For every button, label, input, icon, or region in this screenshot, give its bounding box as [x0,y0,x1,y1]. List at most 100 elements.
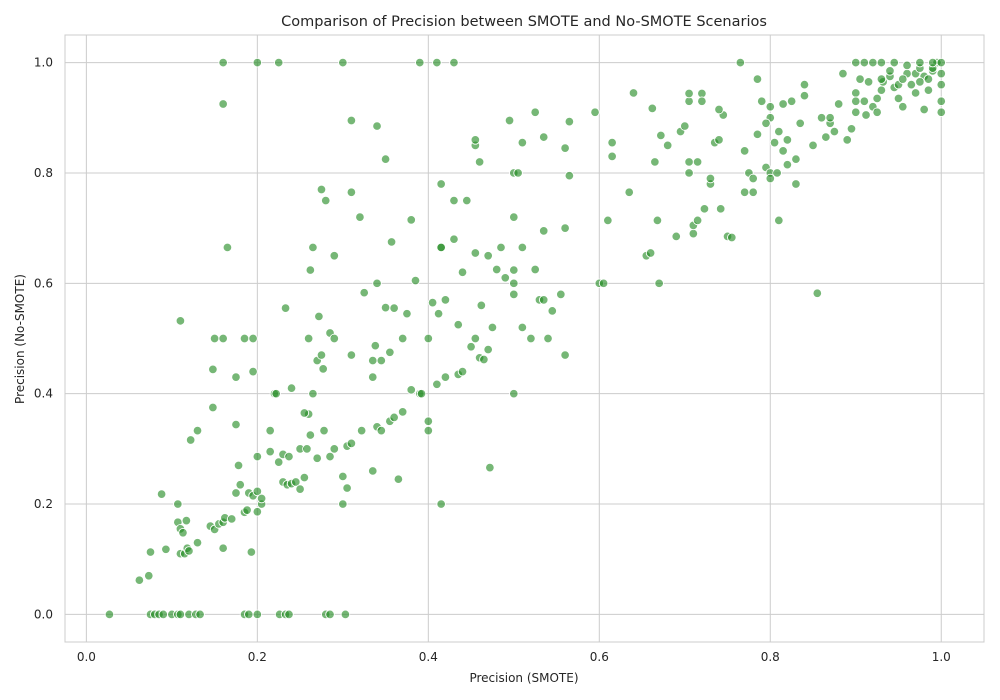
data-point [372,278,382,289]
data-point [868,57,878,68]
data-point [699,204,710,214]
x-tick-label: 0.4 [419,650,438,664]
data-point [769,137,780,148]
data-point [462,195,472,206]
chart-title: Comparison of Precision between SMOTE an… [281,14,767,30]
data-point [319,425,329,436]
y-tick-label: 0.0 [34,607,53,621]
data-point [246,547,257,557]
data-point [305,430,316,440]
data-point [851,96,861,106]
data-point [936,107,947,117]
data-point [346,350,357,360]
data-point [104,609,115,620]
data-point [380,302,391,313]
data-point [538,226,549,236]
data-point [821,132,831,142]
data-point [305,265,316,275]
data-point [688,228,699,239]
data-point [244,609,254,620]
data-point [393,474,404,484]
data-point [851,107,861,117]
data-point [449,195,459,206]
data-point [876,74,887,84]
data-point [560,350,570,360]
data-point [772,168,782,178]
data-point [415,57,425,68]
data-point [692,157,703,167]
data-point [299,472,310,483]
data-point [697,96,707,106]
data-point [239,333,250,344]
data-point [302,444,312,454]
data-point [406,215,416,225]
data-point [547,306,558,316]
data-point [485,462,495,473]
data-point [923,85,934,95]
data-point [181,515,192,526]
data-point [252,507,263,517]
data-point [859,96,870,106]
y-axis-title: Precision (No-SMOTE) [13,274,27,404]
data-point [906,79,917,90]
data-point [457,366,468,377]
data-point [927,57,938,68]
data-point [936,68,947,79]
data-point [318,364,328,374]
data-point [538,295,549,305]
data-point [543,333,553,344]
data-point [517,242,528,253]
data-point [218,333,228,344]
data-point [416,388,427,399]
data-point [889,57,899,68]
data-point [432,379,442,390]
data-point [748,187,758,198]
data-point [218,99,228,109]
data-point [248,333,258,344]
data-point [231,419,241,430]
x-tick-label: 0.2 [248,650,267,664]
data-point [175,316,186,326]
data-point [910,88,921,98]
data-point [218,57,228,68]
data-point [795,118,805,129]
data-point [436,179,446,189]
data-point [449,57,459,68]
data-point [650,157,660,167]
data-point [846,124,857,134]
data-point [509,265,519,275]
data-point [370,340,381,351]
data-point [786,96,797,106]
data-point [208,402,218,413]
data-point [342,483,352,493]
data-point [715,204,726,214]
data-point [838,68,848,79]
data-point [208,364,218,375]
data-point [761,118,771,129]
data-point [662,140,673,151]
data-point [235,479,245,490]
data-point [560,223,570,233]
data-point [752,74,763,84]
data-point [476,300,487,311]
plot-area [64,34,985,643]
data-point [752,129,763,140]
data-point [185,435,196,445]
data-point [479,354,489,365]
data-point [624,187,634,198]
data-point [423,416,434,427]
data-point [859,57,870,68]
data-point [936,79,947,90]
data-point [714,135,724,145]
data-point [314,311,324,322]
data-point [556,289,566,300]
data-point [440,295,451,305]
data-point [923,74,934,84]
data-point [778,146,788,156]
data-point [647,103,658,114]
data-point [778,99,788,109]
data-point [410,275,421,286]
data-point [402,308,412,319]
data-point [432,57,442,68]
data-point [346,187,357,198]
